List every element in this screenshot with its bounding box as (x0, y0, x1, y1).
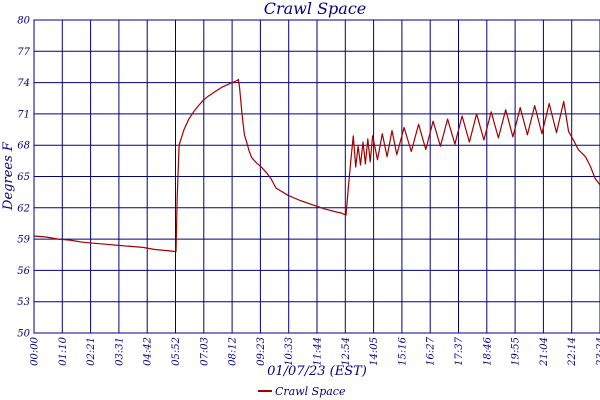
x-tick-label: 04:42 (143, 337, 154, 366)
x-tick-label: 18:46 (482, 336, 493, 365)
x-tick-label: 15:16 (397, 336, 408, 365)
y-tick-label: 59 (17, 235, 30, 246)
x-tick-label: 07:03 (199, 337, 210, 366)
x-tick-label: 08:12 (228, 337, 239, 366)
y-tick-label: 80 (17, 16, 30, 27)
x-tick-label: 21:04 (539, 337, 550, 367)
x-tick-label: 03:31 (114, 337, 125, 366)
x-axis-label: 01/07/23 (EST) (267, 364, 367, 379)
y-tick-label: 74 (17, 78, 30, 89)
plot-frame (33, 19, 600, 334)
y-tick-label: 65 (17, 172, 30, 183)
y-tick-label: 71 (17, 109, 30, 120)
series-group (33, 78, 600, 253)
x-tick-label: 17:37 (454, 336, 465, 365)
chart-title: Crawl Space (264, 0, 367, 18)
x-tick-label: 23:24 (596, 337, 600, 367)
x-tick-label: 12:54 (341, 337, 352, 366)
x-tick-label: 05:52 (171, 337, 182, 366)
y-tick-label: 56 (17, 266, 30, 277)
x-tick-label: 14:05 (369, 337, 380, 366)
series-line-crawl-space (33, 78, 600, 253)
y-axis-label: Degrees F (1, 141, 16, 211)
x-tick-label: 22:14 (567, 337, 578, 367)
y-tick-label: 68 (17, 141, 30, 152)
x-tick-label: 10:33 (284, 337, 295, 366)
y-tick-label: 62 (17, 203, 30, 214)
y-tick-labels: 80 77 74 71 68 65 62 59 56 53 50 (17, 16, 30, 340)
x-tick-label: 19:55 (511, 337, 522, 366)
x-tick-label: 09:23 (256, 337, 267, 366)
legend: Crawl Space (258, 385, 346, 398)
y-tick-label: 53 (17, 297, 30, 308)
legend-label: Crawl Space (275, 385, 346, 398)
x-tick-label: 01:10 (58, 336, 69, 365)
x-tick-label: 16:27 (426, 336, 437, 365)
x-tick-label: 02:21 (86, 337, 97, 366)
x-tick-labels: 00:00 01:10 02:21 03:31 04:42 05:52 07:03 08:12… (30, 336, 600, 366)
y-tick-label: 50 (17, 329, 30, 340)
grid (34, 20, 600, 333)
y-tick-label: 77 (17, 47, 30, 58)
x-tick-label: 00:00 (30, 336, 41, 365)
x-tick-label: 11:44 (313, 337, 324, 366)
